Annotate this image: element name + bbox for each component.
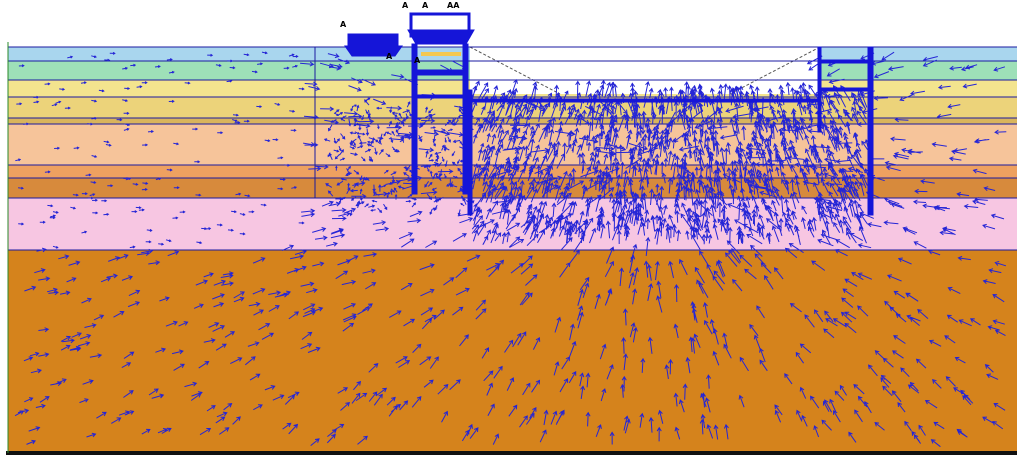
- diaphragm-wall: [868, 47, 873, 215]
- point-label: AA: [447, 1, 460, 10]
- point-label: A: [340, 20, 347, 29]
- page: {"labels": ["A", "A", "A", "A", "AA", "A…: [0, 0, 1019, 464]
- wall: [412, 44, 417, 194]
- strut: [821, 88, 868, 91]
- point-label: A: [402, 1, 409, 10]
- wall: [463, 44, 468, 194]
- slab-fill: [421, 52, 461, 56]
- point-label: A: [414, 56, 421, 65]
- point-label: A: [386, 52, 393, 61]
- strut: [821, 60, 868, 63]
- slab: [412, 95, 468, 98]
- excavation-base: [472, 99, 818, 102]
- footing: [348, 34, 398, 46]
- model-view: A A A A AA A: [0, 0, 1019, 464]
- building-base: [408, 30, 474, 44]
- base-line: [6, 451, 1017, 455]
- footing: [345, 46, 402, 56]
- layer-6: [8, 124, 1017, 165]
- layer-10: [8, 250, 1017, 453]
- slab: [412, 70, 468, 75]
- diaphragm-wall: [468, 90, 472, 215]
- point-label: A: [422, 1, 429, 10]
- excavation: [470, 47, 820, 94]
